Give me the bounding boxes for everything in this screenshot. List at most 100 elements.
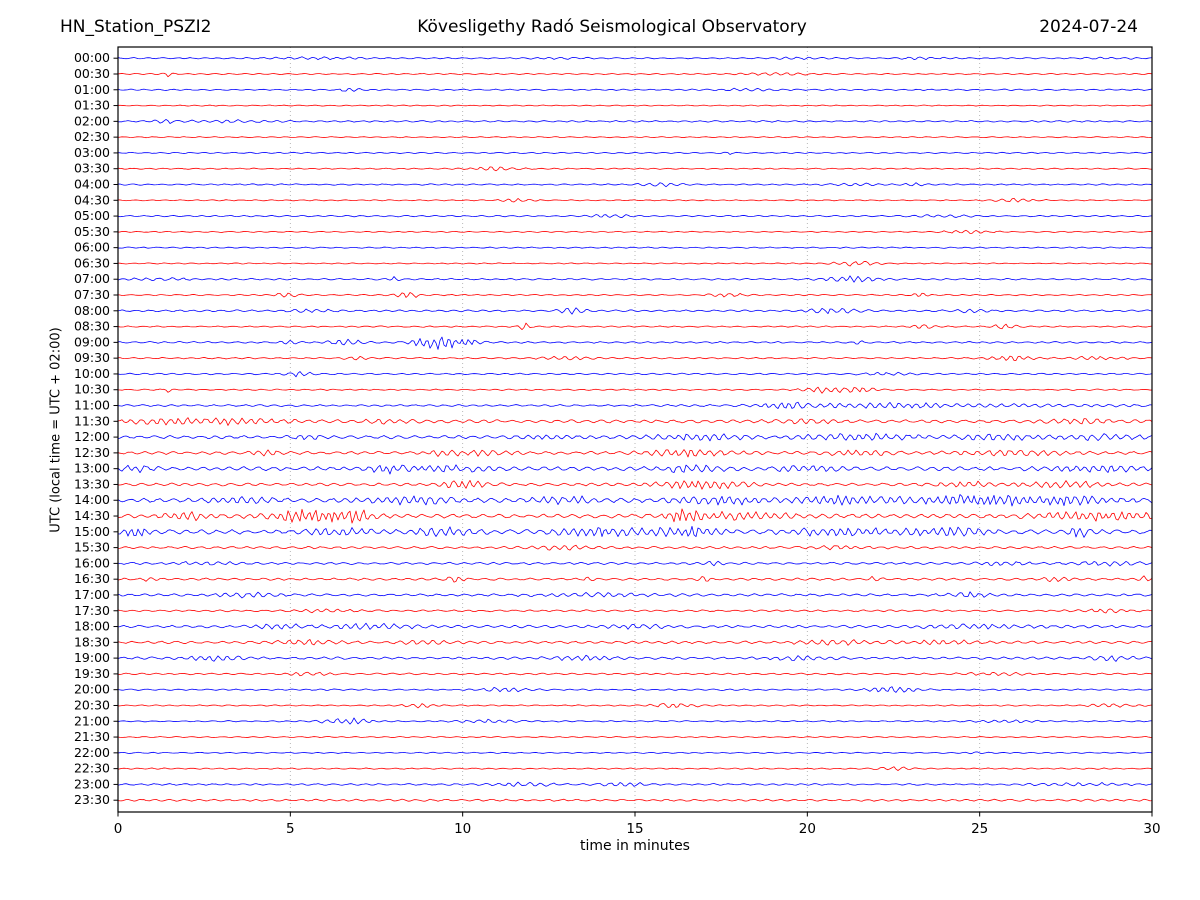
y-tick-label: 09:30 <box>74 350 110 365</box>
trace-14:00 <box>117 494 1153 507</box>
x-tick-label: 0 <box>114 821 123 837</box>
y-tick-label: 19:30 <box>74 666 110 681</box>
trace-19:30 <box>117 671 1153 677</box>
y-tick-label: 03:30 <box>74 161 110 176</box>
trace-10:30 <box>117 386 1153 394</box>
y-tick-label: 09:00 <box>74 334 110 349</box>
trace-22:30 <box>117 766 1153 771</box>
observatory-title: Kövesligethy Radó Seismological Observat… <box>417 17 807 37</box>
trace-17:00 <box>117 591 1153 599</box>
trace-02:30 <box>117 136 1153 139</box>
x-tick-label: 30 <box>1143 821 1160 837</box>
y-tick-label: 05:00 <box>74 208 110 223</box>
y-tick-label: 22:00 <box>74 745 110 760</box>
y-tick-label: 04:30 <box>74 192 110 207</box>
trace-07:30 <box>117 292 1153 298</box>
trace-00:00 <box>117 56 1153 61</box>
trace-01:00 <box>117 87 1153 92</box>
y-tick-label: 18:00 <box>74 619 110 634</box>
y-tick-label: 13:30 <box>74 476 110 491</box>
y-tick-label: 12:30 <box>74 445 110 460</box>
y-tick-label: 02:00 <box>74 113 110 128</box>
trace-16:30 <box>117 575 1153 583</box>
y-tick-label: 22:30 <box>74 761 110 776</box>
station-title: HN_Station_PSZI2 <box>60 17 212 37</box>
y-tick-label: 23:00 <box>74 776 110 791</box>
trace-04:30 <box>117 197 1153 203</box>
trace-09:00 <box>117 336 1153 350</box>
trace-14:30 <box>117 508 1153 524</box>
y-tick-label: 03:00 <box>74 145 110 160</box>
x-axis-label: time in minutes <box>580 838 690 854</box>
trace-23:00 <box>117 781 1153 787</box>
y-tick-label: 08:30 <box>74 319 110 334</box>
trace-20:30 <box>117 703 1153 709</box>
x-tick-label: 10 <box>454 821 471 837</box>
y-tick-label: 10:00 <box>74 366 110 381</box>
y-tick-label: 15:30 <box>74 540 110 555</box>
y-tick-label: 06:30 <box>74 255 110 270</box>
y-tick-label: 18:30 <box>74 634 110 649</box>
trace-23:30 <box>117 798 1153 802</box>
y-tick-label: 15:00 <box>74 524 110 539</box>
y-tick-label: 11:00 <box>74 398 110 413</box>
y-tick-label: 14:00 <box>74 492 110 507</box>
trace-02:00 <box>117 119 1153 124</box>
y-tick-label: 01:30 <box>74 98 110 113</box>
y-tick-label: 14:30 <box>74 508 110 523</box>
x-tick-label: 5 <box>286 821 295 837</box>
trace-03:30 <box>117 166 1153 172</box>
trace-08:00 <box>117 307 1153 315</box>
trace-18:30 <box>117 639 1153 646</box>
y-tick-label: 21:00 <box>74 713 110 728</box>
trace-05:00 <box>117 214 1153 218</box>
y-tick-label: 01:00 <box>74 82 110 97</box>
y-tick-label: 16:30 <box>74 571 110 586</box>
y-tick-label: 19:00 <box>74 650 110 665</box>
trace-07:00 <box>117 275 1153 283</box>
trace-13:30 <box>117 479 1153 490</box>
x-tick-label: 15 <box>626 821 643 837</box>
x-tick-label: 25 <box>971 821 988 837</box>
trace-11:00 <box>117 401 1153 409</box>
trace-18:00 <box>117 622 1153 630</box>
trace-01:30 <box>117 104 1153 107</box>
plot-border <box>117 46 1153 813</box>
trace-10:00 <box>117 371 1153 378</box>
trace-19:00 <box>117 654 1153 662</box>
trace-04:00 <box>117 182 1153 188</box>
y-tick-label: 05:30 <box>74 224 110 239</box>
y-tick-label: 07:30 <box>74 287 110 302</box>
y-tick-label: 13:00 <box>74 461 110 476</box>
trace-16:00 <box>117 560 1153 567</box>
trace-12:30 <box>117 449 1153 458</box>
y-tick-label: 20:00 <box>74 682 110 697</box>
y-tick-label: 04:00 <box>74 176 110 191</box>
y-tick-label: 21:30 <box>74 729 110 744</box>
y-tick-label: 00:00 <box>74 50 110 65</box>
y-tick-label: 12:00 <box>74 429 110 444</box>
y-tick-label: 08:00 <box>74 303 110 318</box>
y-tick-label: 06:00 <box>74 240 110 255</box>
trace-06:00 <box>117 246 1153 249</box>
y-tick-label: 17:00 <box>74 587 110 602</box>
trace-12:00 <box>117 432 1153 442</box>
trace-03:00 <box>117 151 1153 155</box>
y-tick-label: 02:30 <box>74 129 110 144</box>
trace-08:30 <box>117 322 1153 330</box>
x-tick-label: 20 <box>799 821 816 837</box>
y-tick-label: 17:30 <box>74 603 110 618</box>
y-tick-label: 07:00 <box>74 271 110 286</box>
y-tick-label: 00:30 <box>74 66 110 81</box>
trace-22:00 <box>117 751 1153 755</box>
y-tick-label: 10:30 <box>74 382 110 397</box>
trace-21:00 <box>117 717 1153 725</box>
date-label: 2024-07-24 <box>1039 17 1138 37</box>
trace-15:00 <box>117 525 1153 538</box>
trace-13:00 <box>117 464 1153 475</box>
trace-15:30 <box>117 544 1153 551</box>
trace-09:30 <box>117 355 1153 361</box>
trace-21:30 <box>117 736 1153 739</box>
